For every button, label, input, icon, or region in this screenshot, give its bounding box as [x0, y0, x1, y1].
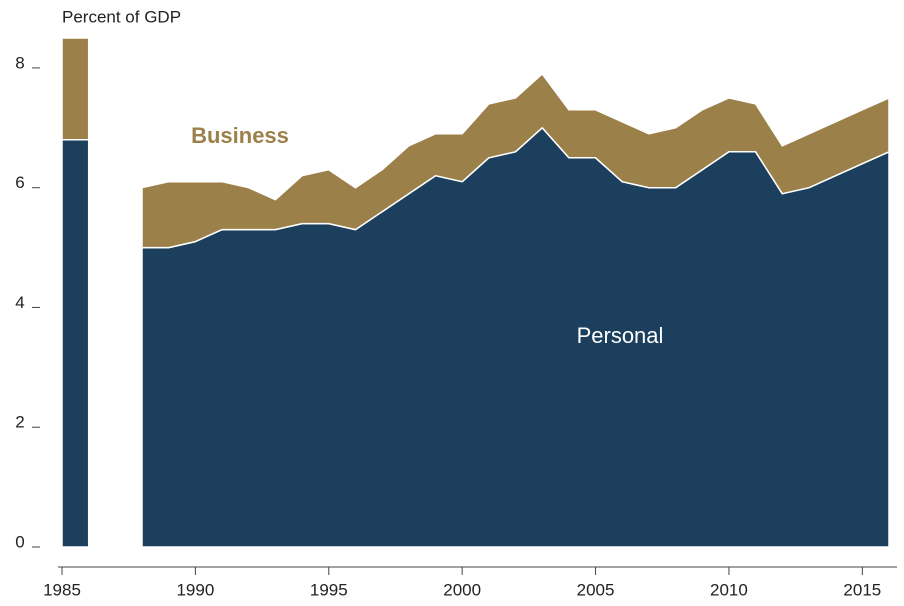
x-tick-label: 1990 — [176, 580, 214, 599]
y-tick-label: 2 — [15, 413, 24, 432]
x-tick-label: 1985 — [43, 580, 81, 599]
x-tick-label: 2005 — [577, 580, 615, 599]
x-tick-label: 1995 — [310, 580, 348, 599]
area — [61, 37, 890, 249]
y-axis-label: Percent of GDP — [62, 7, 181, 26]
y-tick-label: 0 — [15, 532, 24, 551]
x-tick-label: 2000 — [443, 580, 481, 599]
y-tick-label: 8 — [15, 53, 24, 72]
x-tick-label: 2015 — [843, 580, 881, 599]
x-tick-label: 2010 — [710, 580, 748, 599]
y-tick-label: 6 — [15, 173, 24, 192]
series-label: Business — [191, 123, 289, 148]
y-tick-label: 4 — [15, 293, 24, 312]
series-label: Personal — [577, 323, 664, 348]
